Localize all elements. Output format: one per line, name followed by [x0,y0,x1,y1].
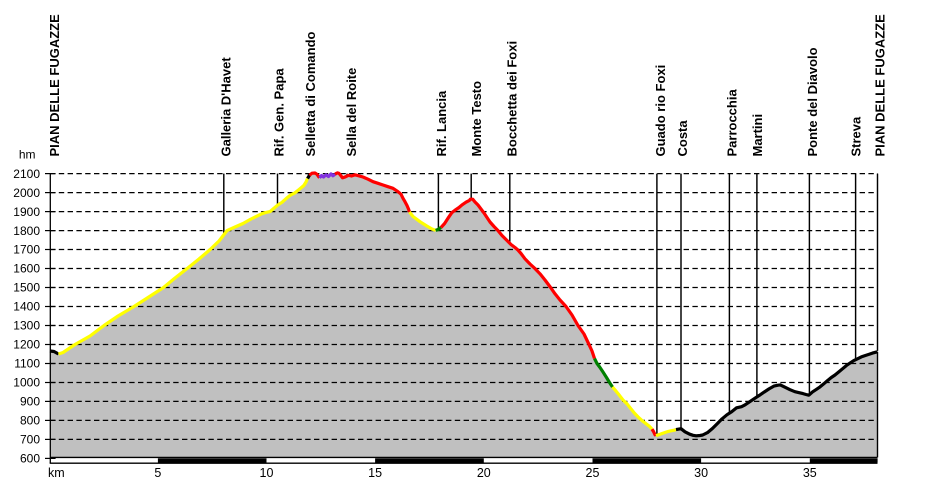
svg-text:1700: 1700 [13,243,40,257]
svg-text:Galleria D'Havet: Galleria D'Havet [219,57,234,157]
svg-text:Selletta di Comando: Selletta di Comando [303,31,318,156]
svg-text:Costa: Costa [675,120,690,157]
svg-text:Parrocchia: Parrocchia [724,89,739,157]
svg-text:25: 25 [586,466,600,480]
svg-text:1400: 1400 [13,300,40,314]
svg-text:20: 20 [477,466,491,480]
svg-text:1000: 1000 [13,376,40,390]
svg-text:15: 15 [368,466,382,480]
svg-text:600: 600 [20,452,40,466]
svg-text:1800: 1800 [13,224,40,238]
svg-text:km: km [48,466,65,480]
svg-text:1200: 1200 [13,338,40,352]
svg-text:2100: 2100 [13,167,40,181]
svg-text:700: 700 [20,433,40,447]
svg-text:Rif. Lancia: Rif. Lancia [434,90,449,157]
svg-text:hm: hm [19,148,36,162]
svg-text:900: 900 [20,395,40,409]
svg-text:30: 30 [694,466,708,480]
svg-text:1100: 1100 [14,357,40,371]
svg-text:Bocchetta dei Foxi: Bocchetta dei Foxi [505,41,520,157]
svg-text:Streva: Streva [849,116,864,157]
svg-text:1600: 1600 [13,262,40,276]
svg-text:1300: 1300 [13,319,40,333]
svg-text:2000: 2000 [13,186,40,200]
svg-text:Rif. Gen. Papa: Rif. Gen. Papa [272,68,287,157]
svg-text:5: 5 [154,466,161,480]
svg-text:1900: 1900 [13,205,40,219]
svg-text:Monte Testo: Monte Testo [469,81,484,157]
svg-text:Guado rio Foxi: Guado rio Foxi [653,65,668,157]
svg-text:Ponte del Diavolo: Ponte del Diavolo [805,47,820,156]
svg-text:800: 800 [20,414,40,428]
svg-text:Sella del Roite: Sella del Roite [344,68,359,157]
svg-text:PIAN DELLE FUGAZZE: PIAN DELLE FUGAZZE [47,14,62,157]
svg-text:10: 10 [260,466,274,480]
svg-text:PIAN DELLE FUGAZZE: PIAN DELLE FUGAZZE [873,14,888,157]
svg-text:35: 35 [803,466,817,480]
svg-text:Martini: Martini [750,114,765,157]
svg-text:1500: 1500 [13,281,40,295]
